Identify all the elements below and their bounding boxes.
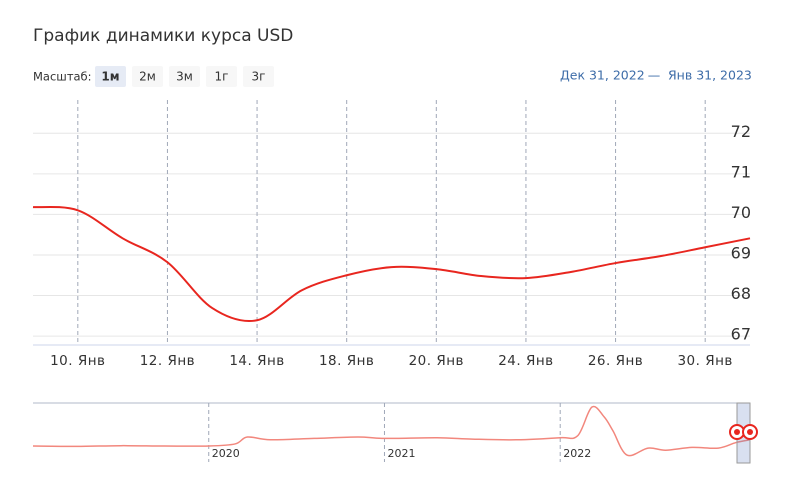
- x-tick-label: 14. Янв: [229, 353, 284, 369]
- x-tick-label: 10. Янв: [50, 353, 105, 369]
- x-tick-label: 2020: [212, 447, 240, 460]
- zoom-button-label: 1м: [101, 70, 119, 84]
- x-tick-label: 30. Янв: [677, 353, 732, 369]
- zoom-button-label: 2м: [139, 70, 156, 84]
- x-tick-label: 18. Янв: [319, 353, 374, 369]
- zoom-button[interactable]: [95, 66, 126, 87]
- zoom-button-label: 3м: [176, 70, 193, 84]
- navigator-handle-dot: [734, 429, 740, 435]
- x-tick-label: 2022: [563, 447, 591, 460]
- x-tick-label: 2021: [387, 447, 415, 460]
- y-tick-label: 68: [731, 284, 751, 303]
- x-tick-label: 24. Янв: [498, 353, 553, 369]
- zoom-button-label: 1г: [215, 70, 229, 84]
- price-line: [32, 205, 751, 322]
- range-to: Янв 31, 2023: [668, 68, 752, 83]
- y-tick-label: 70: [731, 203, 751, 222]
- y-tick-label: 67: [731, 325, 751, 344]
- navigator-handle-dot: [747, 429, 753, 435]
- range-from: Дек 31, 2022: [560, 68, 645, 83]
- x-tick-label: 26. Янв: [588, 353, 643, 369]
- zoom-button[interactable]: [132, 66, 163, 87]
- y-tick-label: 71: [731, 162, 751, 181]
- range-separator: —: [648, 68, 661, 83]
- chart-title: График динамики курса USD: [33, 26, 293, 46]
- zoom-button[interactable]: [169, 66, 200, 87]
- zoom-label: Масштаб:: [33, 70, 92, 84]
- navigator-line: [32, 405, 751, 457]
- zoom-button-label: 3г: [252, 70, 266, 84]
- y-tick-label: 72: [731, 122, 751, 141]
- zoom-button[interactable]: [206, 66, 237, 87]
- x-tick-label: 12. Янв: [140, 353, 195, 369]
- zoom-button[interactable]: [243, 66, 274, 87]
- x-tick-label: 20. Янв: [409, 353, 464, 369]
- y-tick-label: 69: [731, 243, 751, 262]
